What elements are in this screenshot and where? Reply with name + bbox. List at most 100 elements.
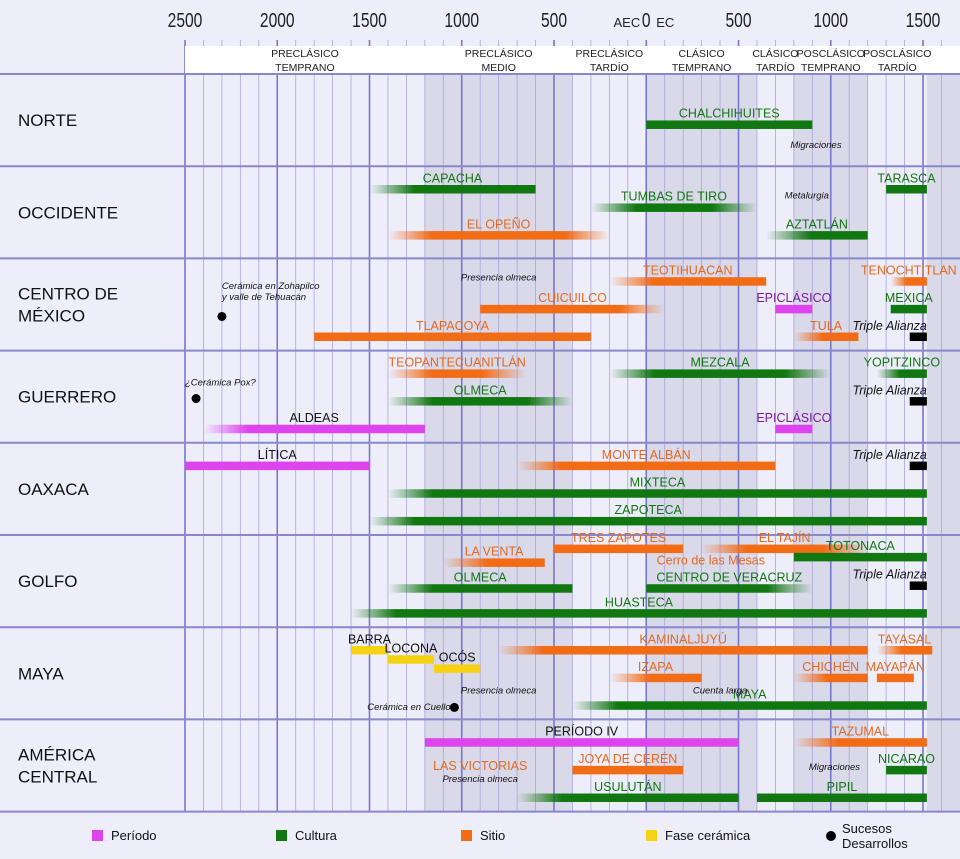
period-name-line1: CLÁSICO — [679, 47, 725, 60]
timeline-bar-label: HUASTECA — [605, 595, 674, 609]
timeline-bar-period — [203, 424, 425, 434]
period-name-line1: PRECLÁSICO — [465, 47, 533, 60]
timeline-bar-culture — [517, 793, 739, 803]
timeline-bar-label: OLMECA — [454, 383, 507, 397]
timeline-bar-site — [876, 673, 914, 683]
timeline-bar-label: ZAPOTECA — [614, 503, 682, 517]
timeline-bar-label: BARRA — [348, 632, 392, 646]
timeline-bar-culture — [609, 369, 831, 378]
timeline-bar-label: MONTE ALBÁN — [602, 447, 691, 462]
axis-tick-label: 500 — [541, 9, 567, 31]
timeline-bar-label: TUMBAS DE TIRO — [621, 190, 727, 204]
region-name: MÉXICO — [18, 307, 85, 326]
region-row: GOLFO TRES ZAPOTES EL TAJÍN TOTONACA LA VENT… — [0, 530, 960, 618]
timeline-bar-label: TARASCA — [877, 171, 936, 185]
region-row: AMÉRICA CENTRAL PERÍODO IV TAZUMAL JOYA DE C… — [0, 718, 960, 803]
timeline-bar-label: MEXICA — [885, 291, 934, 305]
timeline-bar-label: TOTONACA — [826, 539, 896, 553]
axis-era-after: EC — [656, 15, 674, 30]
region-row: OAXACA LÍTICA MONTE ALBÁN Triple Alianza MIX… — [0, 441, 960, 526]
timeline-note: y valle de Tehuacán — [221, 292, 306, 303]
event-dot — [217, 311, 227, 321]
timeline-bar-culture — [890, 304, 927, 314]
timeline-bar-alliance — [909, 581, 927, 590]
event-dot — [191, 394, 201, 404]
timeline-bar-label: LÍTICA — [258, 447, 298, 462]
timeline-bar-site — [701, 544, 868, 554]
timeline-note: Cuenta larga — [693, 686, 747, 697]
timeline-bar-label: TAYASAL — [878, 632, 932, 646]
region-row: OCCIDENTE CAPACHA TUMBAS DE TIRO TARASCA EL … — [0, 165, 960, 240]
legend-dot-event — [826, 831, 836, 841]
timeline-bar-culture — [646, 584, 813, 593]
timeline-note: LAS VICTORIAS — [433, 759, 527, 773]
timeline-note: Presencia olmeca — [442, 774, 518, 785]
period-name-line2: TEMPRANO — [275, 62, 335, 74]
timeline-bar-culture — [886, 185, 927, 194]
timeline-bar-label: KAMINALJUYÚ — [639, 631, 727, 646]
legend-label-culture: Cultura — [295, 828, 337, 843]
period-header-bg — [185, 46, 960, 73]
period-name-line2: TEMPRANO — [672, 62, 732, 74]
region-name: CENTRO DE — [18, 285, 118, 304]
timeline-bar-site — [793, 738, 927, 747]
timeline-bar-culture — [387, 489, 927, 498]
period-header: PRECLÁSICO TEMPRANO PRECLÁSICO MEDIO PRECLÁS… — [185, 46, 960, 74]
timeline-bar-culture — [387, 584, 573, 593]
legend-swatch-ceramic — [646, 830, 657, 841]
timeline-bar-label: Triple Alianza — [853, 568, 927, 582]
timeline-bar-period — [424, 738, 739, 747]
timeline-bar-culture — [369, 516, 927, 526]
period-name-line2: TARDÍO — [878, 61, 917, 74]
timeline-bar-culture — [756, 793, 927, 803]
legend: Período Cultura Sitio Fase cerámica Suce… — [0, 818, 960, 858]
timeline-note: Presencia olmeca — [461, 273, 537, 284]
legend-swatch-period — [92, 830, 103, 841]
legend-label-site: Sitio — [480, 828, 506, 843]
region-name: GUERRERO — [18, 388, 116, 407]
period-name-line1: POSCLÁSICO — [863, 47, 931, 60]
timeline-bar-culture — [876, 369, 927, 378]
timeline-bar-label: EL OPEÑO — [467, 217, 531, 231]
region-name: GOLFO — [18, 572, 78, 591]
region-row: GUERRERO TEOPANTECUANITLÁN MEZCALA YOPITZIN… — [0, 349, 960, 434]
timeline-bar-culture — [369, 185, 536, 194]
axis-tick-label: 1000 — [444, 9, 479, 31]
axis-tick-label: 2000 — [260, 9, 295, 31]
region-name: CENTRAL — [18, 768, 97, 787]
legend-label-event-line2: Desarrollos — [842, 836, 908, 851]
legend-item-ceramic: Fase cerámica — [646, 828, 750, 843]
timeline-bar-site — [609, 277, 767, 286]
time-axis: 2500 2000 1500 1000 500 0 500 1000 1500 AEC EC — [168, 9, 941, 31]
region-name: AMÉRICA — [18, 746, 96, 765]
timeline-bar-ceramic — [351, 646, 388, 655]
timeline-bar-label: CENTRO DE VERACRUZ — [656, 570, 802, 584]
timeline-bar-culture — [766, 231, 868, 240]
region-name: OAXACA — [18, 480, 90, 499]
chronology-chart: 2500 2000 1500 1000 500 0 500 1000 1500 AEC EC PRE… — [0, 9, 960, 813]
period-name-line1: PRECLÁSICO — [271, 47, 339, 60]
timeline-bar-site — [609, 673, 702, 683]
region-name: NORTE — [18, 111, 77, 130]
timeline-bar-site — [890, 277, 927, 286]
timeline-bar-site — [480, 304, 665, 314]
legend-swatch-site — [461, 830, 472, 841]
timeline-bar-culture — [351, 609, 927, 618]
legend-item-culture: Cultura — [276, 828, 337, 843]
timeline-note: Migraciones — [809, 762, 860, 773]
legend-item-site: Sitio — [461, 828, 505, 843]
period-name-line1: PRECLÁSICO — [576, 47, 644, 60]
timeline-bar-label: USULUTÁN — [594, 779, 661, 794]
timeline-bar-label: TRES ZAPOTES — [571, 531, 666, 545]
timeline-bar-site — [554, 544, 684, 554]
timeline-bar-label: TEOTIHUACAN — [643, 263, 733, 277]
timeline-bar-site — [793, 673, 868, 683]
timeline-bar-label: TENOCHTITLAN — [861, 263, 957, 277]
timeline-bar-label: TEOPANTECUANITLÁN — [388, 355, 525, 370]
timeline-bar-label: Triple Alianza — [853, 383, 927, 397]
timeline-bar-label: LOCONA — [385, 641, 438, 655]
timeline-bar-label: EPICLÁSICO — [756, 410, 831, 425]
timeline-bar-label: YOPITZINCO — [864, 356, 941, 370]
timeline-bar-label: LA VENTA — [465, 545, 524, 559]
